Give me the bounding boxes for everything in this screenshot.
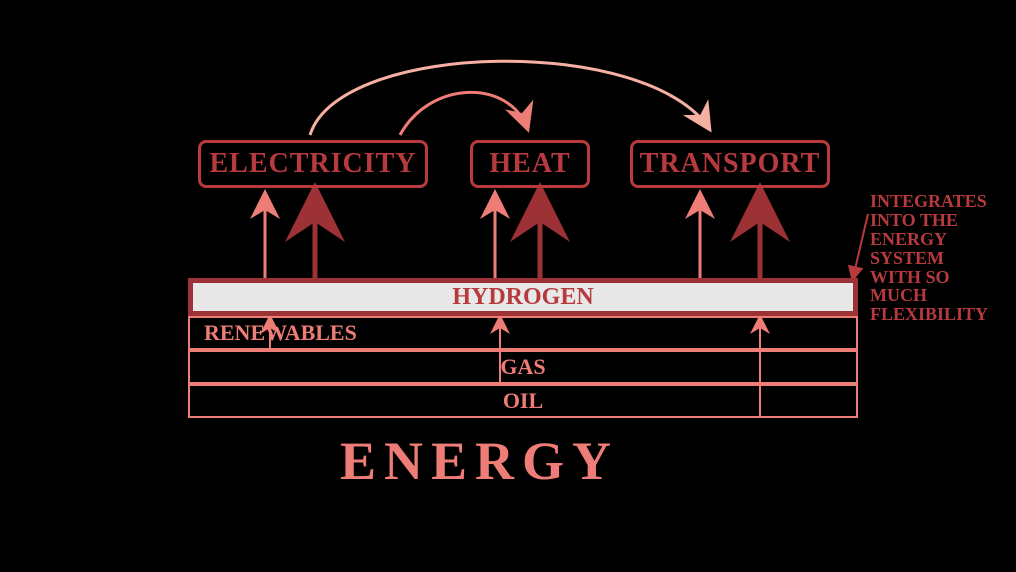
annotation-line: SYSTEM: [870, 249, 988, 268]
annotation-line: ENERGY: [870, 230, 988, 249]
annotation-text: INTEGRATESINTO THEENERGYSYSTEMWITH SOMUC…: [870, 192, 988, 324]
heat-label: HEAT: [489, 148, 570, 180]
electricity-label: ELECTRICITY: [209, 148, 416, 180]
renewables-layer: RENEWABLES: [188, 316, 858, 350]
heat-box: HEAT: [470, 140, 590, 188]
electricity-box: ELECTRICITY: [198, 140, 428, 188]
transport-box: TRANSPORT: [630, 140, 830, 188]
annotation-line: INTO THE: [870, 211, 988, 230]
gas-label: GAS: [500, 354, 545, 380]
hydrogen-layer: HYDROGEN: [188, 278, 858, 316]
oil-label: OIL: [503, 388, 543, 414]
transport-label: TRANSPORT: [640, 148, 821, 180]
annotation-line: INTEGRATES: [870, 192, 988, 211]
hydrogen-label: HYDROGEN: [452, 284, 593, 311]
gas-layer: GAS: [188, 350, 858, 384]
annotation-line: WITH SO: [870, 268, 988, 287]
annotation-line: FLEXIBILITY: [870, 305, 988, 324]
energy-title-text: ENERGY: [340, 431, 619, 491]
renewables-label: RENEWABLES: [204, 320, 357, 346]
annotation-line: MUCH: [870, 286, 988, 305]
oil-layer: OIL: [188, 384, 858, 418]
energy-title: ENERGY: [340, 430, 619, 492]
